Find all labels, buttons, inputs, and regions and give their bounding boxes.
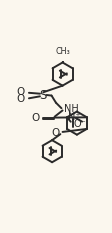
Text: CH₃: CH₃ <box>55 47 69 56</box>
Text: O: O <box>16 94 24 104</box>
Text: O⁻: O⁻ <box>73 119 85 129</box>
Text: N⁺: N⁺ <box>67 112 80 122</box>
Text: S: S <box>39 89 47 102</box>
Text: O: O <box>51 128 59 138</box>
Text: O: O <box>16 87 24 97</box>
Text: O: O <box>31 113 39 123</box>
Text: NH: NH <box>63 104 78 114</box>
